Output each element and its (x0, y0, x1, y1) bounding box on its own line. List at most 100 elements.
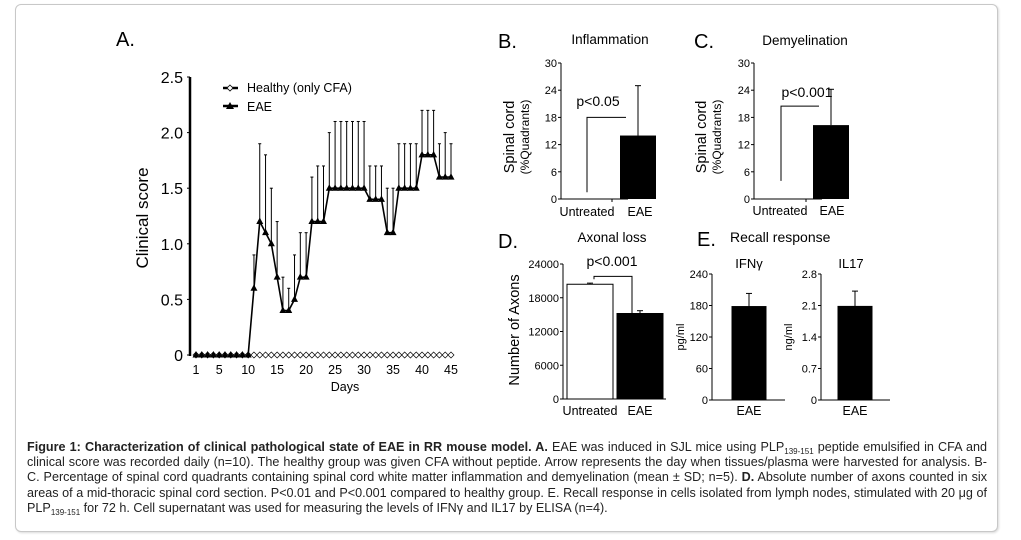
data-point-eae (348, 184, 356, 191)
data-point-eae (412, 184, 420, 191)
data-point-healthy (296, 351, 304, 359)
panel-a-y-tick-label: 1.0 (161, 237, 183, 254)
panel-e-title: Recall response (730, 229, 831, 245)
y-tick-label-D: 18000 (528, 293, 559, 305)
data-point-healthy (308, 351, 316, 359)
bar-eae-E2 (837, 305, 873, 401)
panel-c-demyelination-chart: Demyelination Spinal cord (%Quadrants) 0… (694, 33, 849, 218)
panel-d-y-label: Number of Axons (507, 274, 523, 385)
data-point-healthy (430, 351, 438, 359)
data-point-eae (262, 228, 270, 236)
data-point-healthy (325, 351, 333, 359)
panel-a-y-tick-label: 2.5 (161, 70, 183, 87)
bar-untreated-D (566, 283, 614, 400)
data-point-healthy (331, 351, 339, 359)
data-point-healthy (343, 351, 351, 359)
category-label-B: Untreated (560, 205, 615, 219)
caption-bold-d: D. (741, 470, 755, 485)
y-tick-label-D: 0 (553, 394, 559, 406)
panel-a-x-tick-label: 40 (415, 363, 429, 377)
y-tick-label-D: 24000 (528, 259, 559, 271)
panel-a-x-label: Days (331, 380, 359, 394)
data-point-eae (302, 273, 310, 280)
p-value-annotation-B: p<0.05 (576, 93, 619, 109)
data-point-eae (314, 217, 322, 225)
category-label-B: EAE (627, 205, 652, 219)
data-point-eae (192, 351, 200, 358)
panel-a-x-tick-label: 45 (444, 363, 458, 377)
data-point-eae (215, 351, 223, 358)
panel-b-title: Inflammation (571, 32, 648, 47)
panel-e1-title: IFNγ (735, 256, 763, 271)
data-point-healthy (441, 351, 449, 359)
panel-c-y-label-sub: (%Quadrants) (710, 100, 724, 175)
y-tick-label-B: 6 (551, 167, 557, 179)
caption-text-3: Absolute number of axons counted in six … (27, 470, 987, 515)
data-point-healthy (320, 351, 327, 359)
caption-text-2: peptide emulsified in CFA and clinical s… (27, 440, 987, 485)
data-point-healthy (372, 351, 380, 359)
y-tick-label-E2: 2.1 (802, 301, 817, 313)
data-point-eae (244, 351, 252, 358)
data-point-eae (296, 273, 304, 280)
bar-eae-C (813, 125, 849, 199)
panel-b-y-label: Spinal cord (502, 101, 518, 174)
data-point-healthy (389, 351, 397, 359)
panel-c-y-label: Spinal cord (694, 101, 710, 174)
data-point-healthy (383, 351, 391, 359)
y-tick-label-D: 12000 (528, 327, 559, 339)
data-point-healthy (360, 351, 368, 359)
category-label-D: EAE (627, 404, 652, 418)
data-point-healthy (267, 351, 275, 359)
data-point-healthy (279, 351, 287, 359)
y-tick-label-D: 6000 (535, 360, 559, 372)
data-point-healthy (395, 351, 403, 359)
figure-caption: Figure 1: Characterization of clinical p… (27, 440, 987, 516)
data-point-healthy (366, 351, 374, 359)
caption-sub-2: 139-151 (50, 507, 81, 517)
data-point-eae (279, 306, 287, 314)
bar-eae-B (620, 135, 656, 199)
panel-a-x-tick-label: 20 (299, 363, 313, 377)
data-point-healthy (273, 351, 281, 359)
data-point-eae (233, 351, 241, 358)
panel-a-y-tick-label: 0 (174, 348, 183, 365)
data-point-eae (406, 184, 414, 191)
y-tick-label-C: 6 (744, 167, 750, 179)
panel-a-x-tick-label: 10 (241, 363, 255, 377)
data-point-eae (430, 150, 438, 158)
significance-bracket-B (586, 116, 626, 193)
panel-label-e: E. (697, 229, 716, 251)
y-tick-label-B: 12 (545, 140, 557, 152)
data-point-eae (424, 150, 432, 158)
data-point-eae (366, 195, 374, 202)
data-point-healthy (285, 351, 293, 359)
data-point-eae (325, 184, 333, 191)
y-tick-label-E1: 180 (690, 301, 708, 313)
panel-a-y-tick-label: 0.5 (161, 292, 183, 309)
data-point-eae (389, 228, 397, 236)
data-point-healthy (262, 351, 270, 359)
panel-a-clinical-score-chart: Clinical score Days 00.51.01.52.02.51 5 10… (133, 70, 458, 394)
data-point-eae (204, 351, 212, 358)
significance-bracket-D (593, 275, 633, 315)
data-point-healthy (412, 351, 420, 359)
y-tick-label-B: 18 (545, 112, 557, 124)
data-point-healthy (348, 351, 356, 359)
data-point-eae (238, 351, 246, 358)
data-point-healthy (250, 351, 258, 359)
data-point-healthy (302, 351, 310, 359)
panel-e1-y-label: pg/ml (675, 324, 687, 351)
panel-a-x-tick-label: 35 (386, 363, 400, 377)
category-label-C: EAE (819, 204, 844, 218)
data-point-healthy (401, 351, 409, 359)
panel-a-legend: Healthy (only CFA) EAE (223, 81, 352, 114)
y-tick-label-B: 24 (545, 85, 557, 97)
panel-label-d: D. (498, 231, 518, 253)
data-point-eae (377, 195, 385, 202)
category-label-C: Untreated (753, 204, 808, 218)
data-point-healthy (418, 351, 426, 359)
caption-text-4: for 72 h. Cell supernatant was used for … (80, 500, 608, 515)
data-point-eae (337, 184, 345, 191)
legend-label-eae: EAE (247, 100, 272, 114)
